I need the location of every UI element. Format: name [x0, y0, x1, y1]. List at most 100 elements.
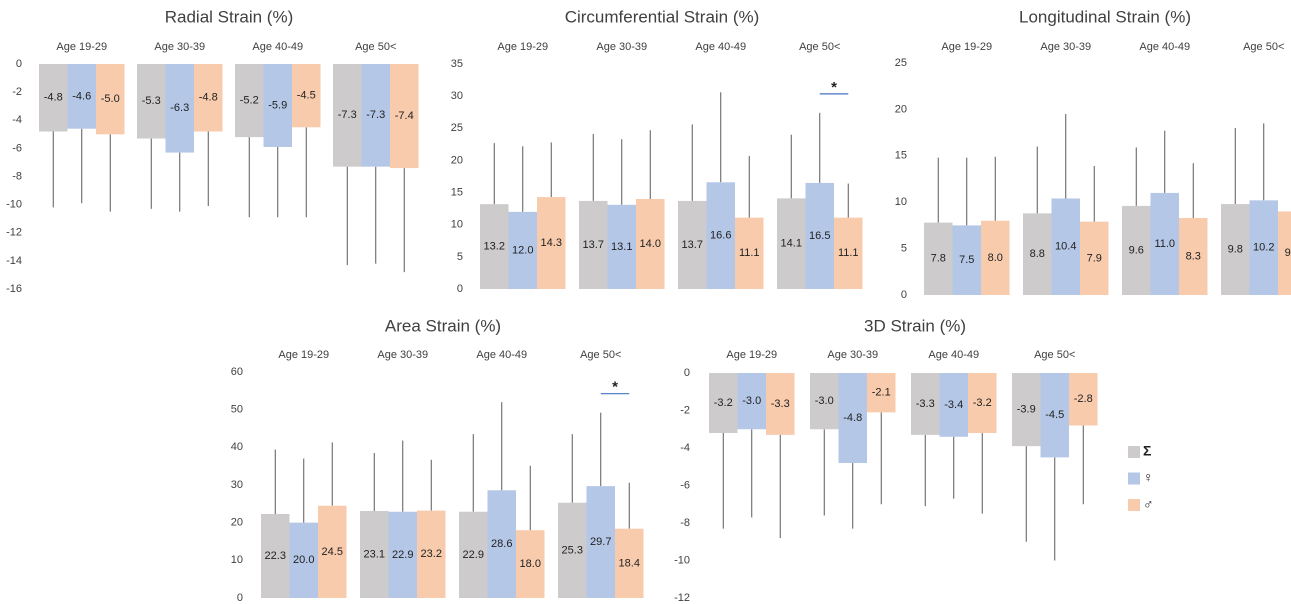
y-tick-label: -8	[12, 170, 22, 182]
bar	[636, 199, 665, 289]
x-tick-label: Age 19-29	[56, 41, 107, 53]
bar	[333, 64, 362, 167]
y-tick-label: 60	[231, 366, 243, 378]
legend-label: ♂	[1143, 496, 1154, 512]
bar	[1023, 213, 1052, 295]
data-label: -3.2	[973, 397, 992, 409]
bar	[1221, 204, 1250, 295]
y-tick-label: -14	[6, 255, 22, 267]
bar	[417, 510, 446, 598]
x-tick-label: Age 40-49	[695, 41, 746, 53]
bar	[508, 211, 537, 289]
x-tick-label: Age 40-49	[928, 349, 979, 361]
bar	[487, 490, 516, 598]
data-label: -7.3	[366, 109, 385, 121]
y-tick-label: -16	[6, 283, 22, 295]
legend-swatch	[1128, 472, 1140, 485]
bar	[939, 373, 968, 437]
data-label: 22.9	[463, 549, 484, 561]
x-tick-label: Age 19-29	[726, 349, 777, 361]
chart-title: Circumferential Strain (%)	[565, 7, 760, 26]
bar	[805, 182, 834, 289]
bar	[1150, 192, 1179, 295]
legend-swatch	[1128, 499, 1140, 511]
data-label: 18.0	[520, 558, 541, 570]
y-tick-label: -8	[680, 517, 690, 529]
bar	[709, 373, 738, 433]
x-tick-label: Age 50<	[1243, 41, 1284, 53]
x-tick-label: Age 40-49	[476, 349, 527, 361]
y-tick-label: -4	[12, 114, 22, 126]
data-label: 9.0	[1285, 247, 1291, 259]
y-tick-label: 20	[231, 517, 243, 529]
bar	[810, 373, 839, 430]
y-tick-label: 5	[901, 243, 907, 255]
data-label: -3.3	[916, 398, 935, 410]
data-label: 22.9	[392, 549, 413, 561]
bar	[537, 197, 566, 289]
data-label: 12.0	[512, 244, 533, 256]
bar	[235, 64, 264, 138]
bar	[1278, 211, 1291, 295]
bar	[911, 373, 940, 435]
data-label: -4.8	[199, 92, 218, 104]
bar	[137, 64, 166, 139]
data-label: -5.9	[268, 99, 287, 111]
bar	[361, 64, 390, 167]
bar	[1080, 221, 1109, 295]
bar	[165, 64, 194, 153]
y-tick-label: 15	[451, 186, 463, 198]
data-label: 7.9	[1087, 252, 1102, 264]
y-tick-label: 0	[684, 367, 690, 379]
chart-title: Area Strain (%)	[385, 316, 501, 335]
data-label: -4.5	[1045, 409, 1064, 421]
y-tick-label: 0	[237, 592, 243, 604]
x-tick-label: Age 30-39	[377, 349, 428, 361]
y-tick-label: 20	[451, 154, 463, 166]
bar	[261, 514, 290, 598]
data-label: -4.8	[44, 92, 63, 104]
data-label: 14.0	[640, 238, 661, 250]
bar	[777, 198, 806, 289]
bar	[678, 200, 707, 289]
x-tick-label: Age 19-29	[278, 349, 329, 361]
y-tick-label: -10	[6, 199, 22, 211]
y-tick-label: 30	[231, 479, 243, 491]
chart-title: 3D Strain (%)	[864, 316, 966, 335]
data-label: -3.0	[742, 395, 761, 407]
y-tick-label: -6	[680, 479, 690, 491]
bar	[1249, 200, 1278, 295]
bar	[360, 510, 389, 598]
bar	[968, 373, 997, 433]
bar	[579, 200, 608, 289]
data-label: 11.1	[739, 247, 760, 259]
y-tick-label: 5	[457, 251, 463, 263]
y-tick-label: 10	[895, 196, 907, 208]
y-tick-label: 25	[451, 122, 463, 134]
data-label: 13.1	[611, 241, 632, 253]
data-label: -5.2	[240, 94, 259, 106]
bar	[459, 511, 488, 598]
y-tick-label: 10	[231, 554, 243, 566]
data-label: 8.8	[1030, 248, 1045, 260]
data-label: -5.0	[101, 93, 120, 105]
data-label: -6.3	[170, 102, 189, 114]
bar	[1179, 217, 1208, 295]
chart-title: Longitudinal Strain (%)	[1019, 7, 1191, 26]
bar	[39, 64, 68, 132]
y-tick-label: 15	[895, 150, 907, 162]
bar	[1069, 373, 1098, 426]
bar	[292, 64, 321, 128]
data-label: 14.1	[781, 238, 802, 250]
bar	[1040, 373, 1069, 458]
bar	[1012, 373, 1041, 447]
data-label: -3.0	[815, 395, 834, 407]
data-label: 13.2	[484, 240, 505, 252]
bar	[834, 217, 863, 289]
bar	[952, 225, 981, 295]
bar	[388, 511, 417, 598]
bar	[766, 373, 795, 435]
x-tick-label: Age 50<	[799, 41, 840, 53]
bar	[981, 220, 1010, 295]
